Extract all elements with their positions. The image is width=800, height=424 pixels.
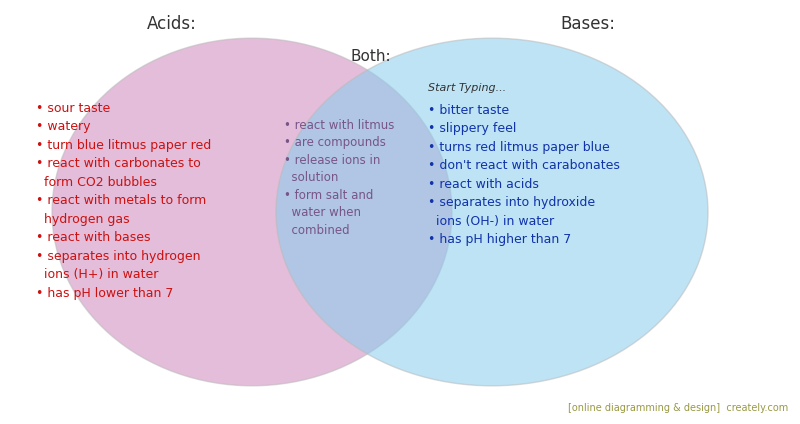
Text: [online diagramming & design]  creately.com: [online diagramming & design] creately.c…	[568, 403, 788, 413]
Text: • bitter taste
• slippery feel
• turns red litmus paper blue
• don't react with : • bitter taste • slippery feel • turns r…	[428, 104, 620, 246]
Ellipse shape	[276, 38, 708, 386]
Text: • react with litmus
• are compounds
• release ions in
  solution
• form salt and: • react with litmus • are compounds • re…	[284, 119, 394, 237]
Ellipse shape	[52, 38, 452, 386]
Text: Bases:: Bases:	[561, 15, 615, 33]
Text: Acids:: Acids:	[147, 15, 197, 33]
Text: Start Typing...: Start Typing...	[428, 83, 506, 93]
Text: • sour taste
• watery
• turn blue litmus paper red
• react with carbonates to
  : • sour taste • watery • turn blue litmus…	[36, 102, 211, 300]
Text: Both:: Both:	[350, 49, 390, 64]
